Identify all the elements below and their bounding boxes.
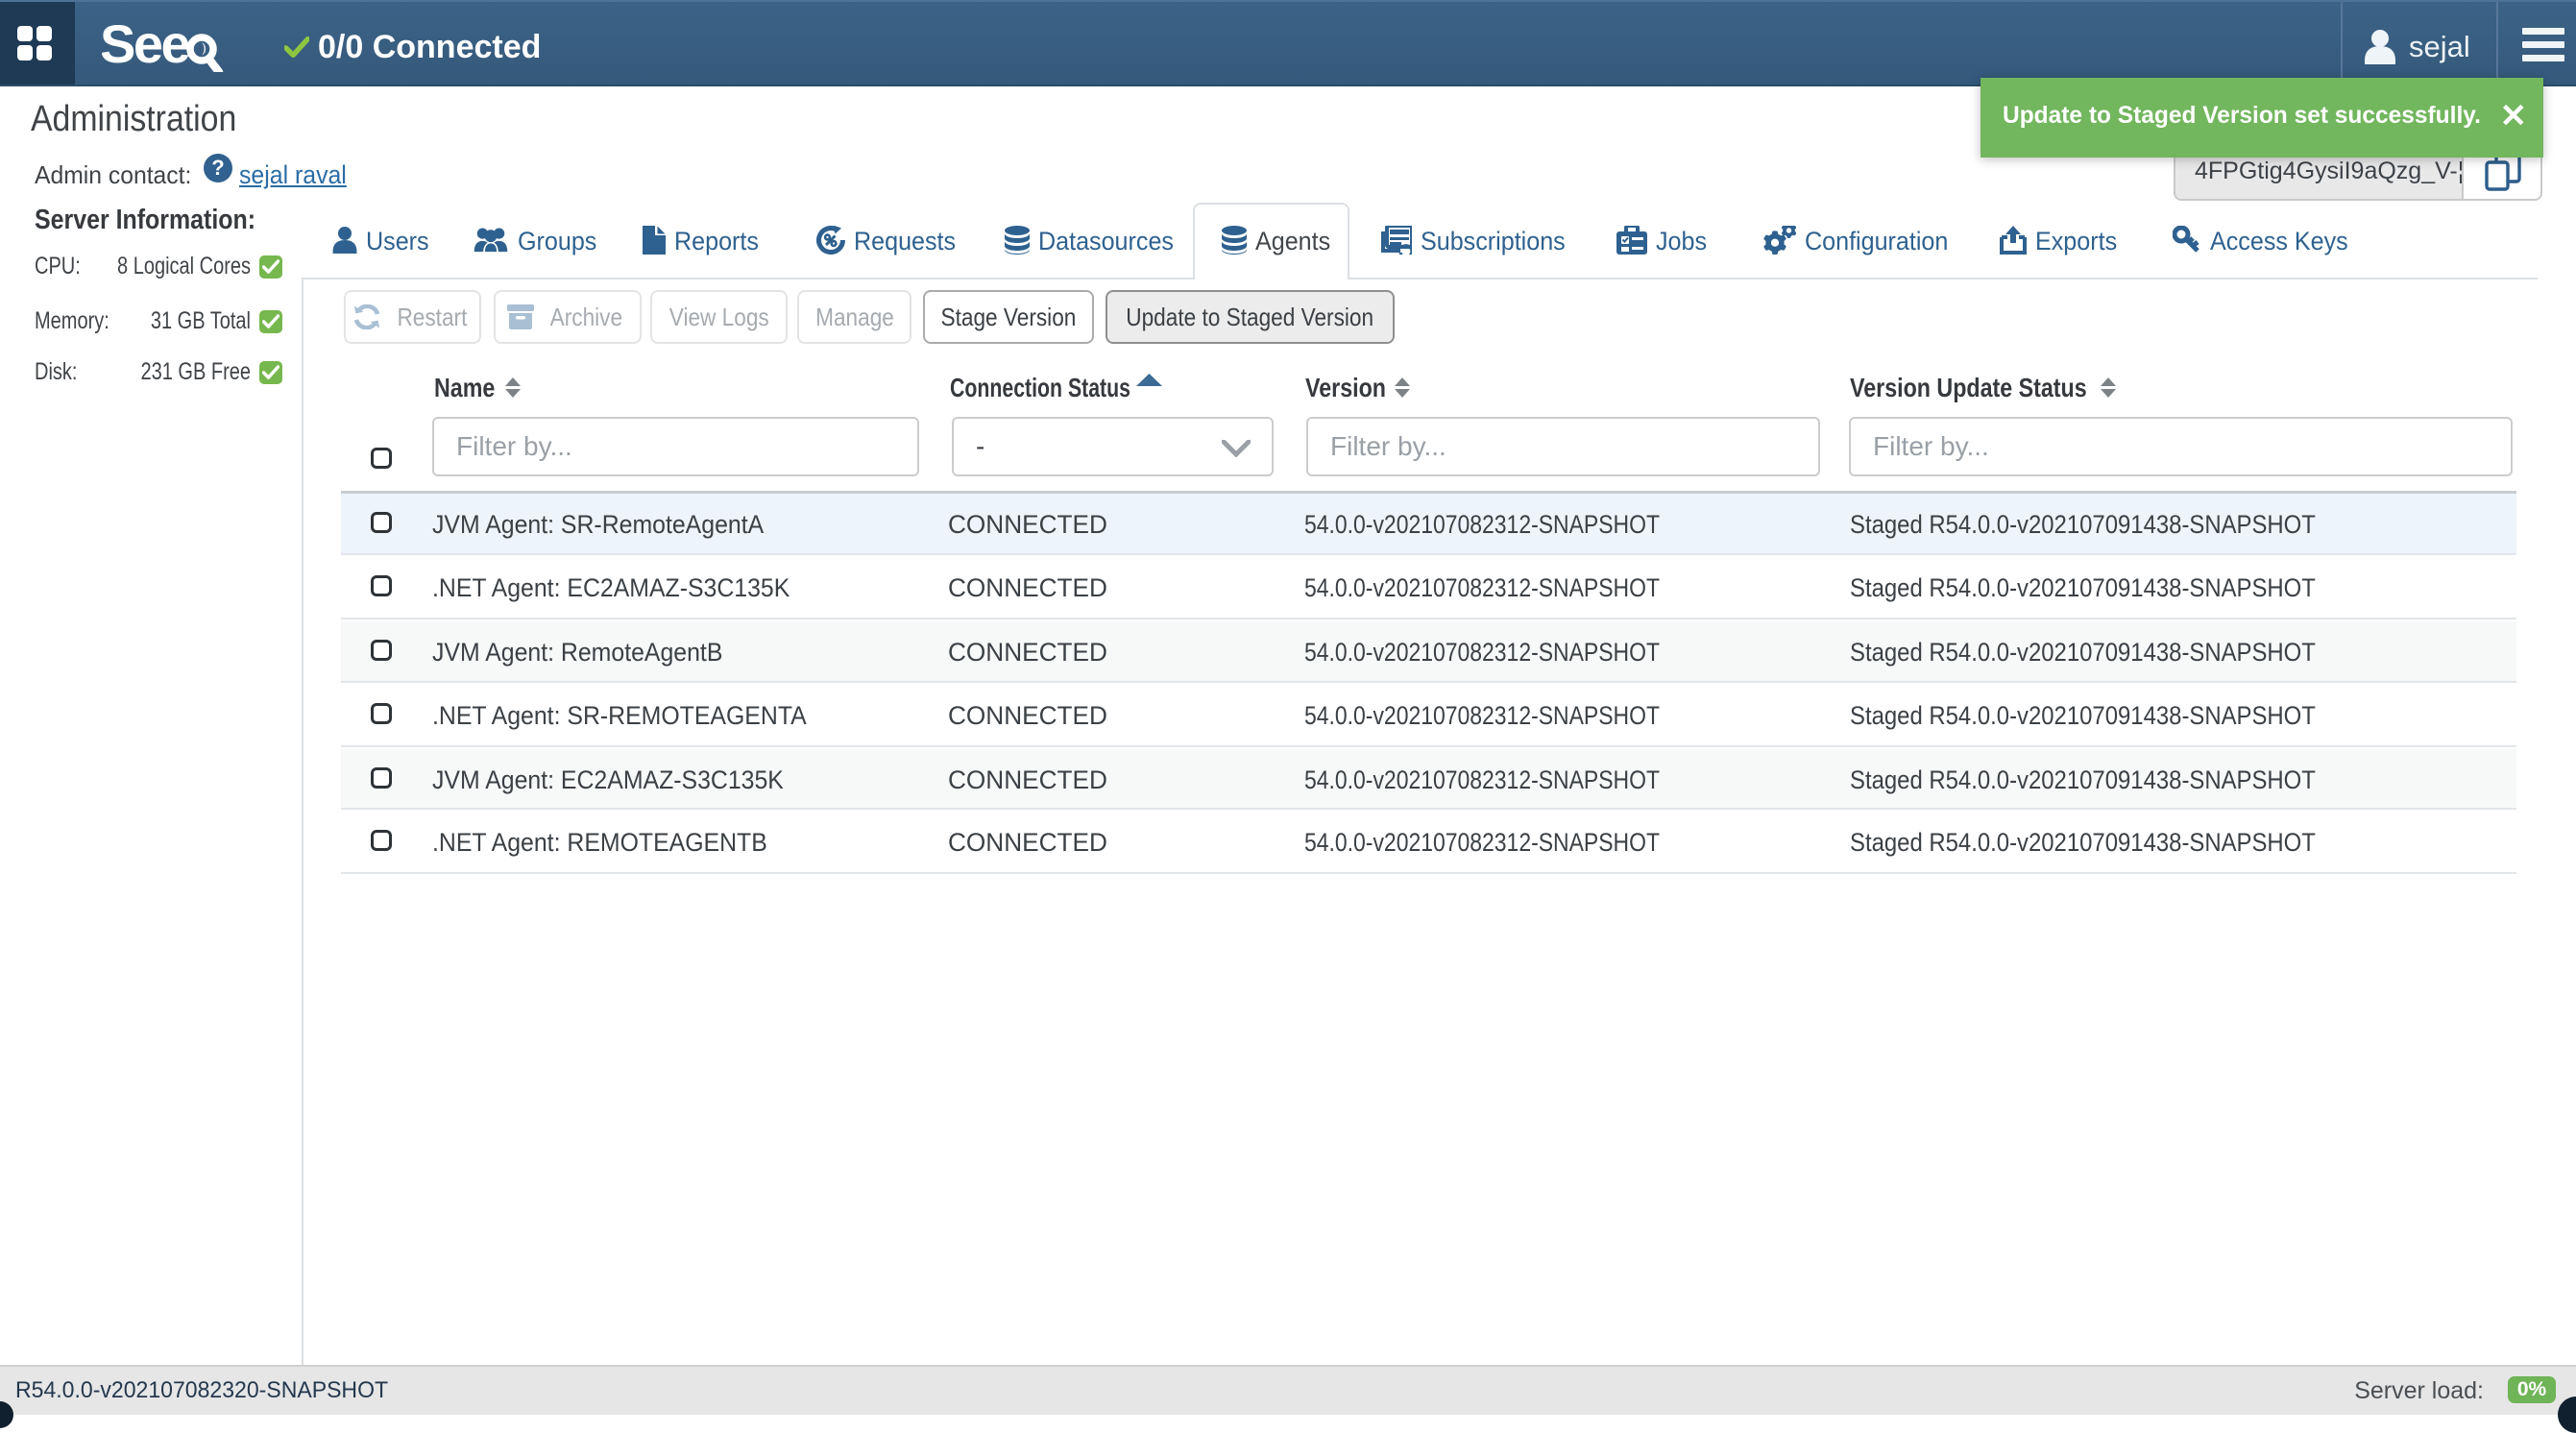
svg-text:See: See (102, 13, 189, 72)
